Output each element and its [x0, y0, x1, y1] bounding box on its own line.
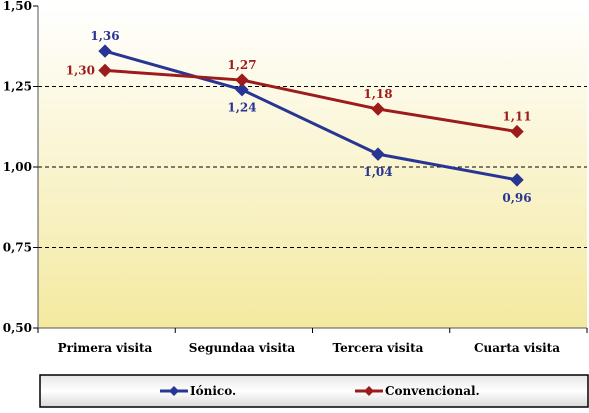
data-label: 0,96	[502, 191, 531, 205]
data-label: 1,04	[363, 165, 392, 179]
y-tick-label: 1,50	[3, 0, 32, 13]
x-axis-ticks: Primera visita Segundaa visita Tercera vis…	[37, 328, 588, 355]
y-tick-label: 0,50	[3, 321, 32, 335]
x-tick-label: Cuarta visita	[474, 341, 560, 355]
data-label: 1,24	[227, 101, 256, 115]
x-tick-label: Tercera visita	[333, 341, 424, 355]
data-point-marker	[98, 44, 112, 58]
legend-label: Convencional.	[385, 384, 480, 398]
series-layer: 1,36 1,24 1,04 0,96 1,30 1,27 1,18 1,11	[66, 29, 532, 205]
data-point-marker	[510, 173, 524, 187]
data-label: 1,36	[90, 29, 119, 43]
legend-swatch-marker	[364, 386, 374, 396]
y-tick-label: 1,25	[3, 80, 32, 94]
data-label: 1,11	[502, 110, 531, 124]
legend: Iónico. Convencional.	[39, 374, 589, 408]
data-label: 1,27	[227, 58, 256, 72]
legend-box	[39, 374, 589, 408]
data-point-marker	[98, 63, 112, 78]
data-label: 1,18	[363, 87, 392, 101]
series-line	[104, 49, 518, 182]
legend-swatch-marker	[169, 386, 179, 396]
data-point-marker	[510, 124, 524, 139]
data-label: 1,30	[66, 63, 95, 77]
x-tick-label: Segundaa visita	[189, 341, 296, 355]
data-point-marker	[235, 83, 249, 97]
y-tick-label: 1,00	[3, 160, 32, 174]
grid-lines	[38, 86, 587, 248]
data-point-marker	[371, 102, 385, 116]
y-axis-ticks: 0,50 0,75 1,00 1,25 1,50	[3, 0, 38, 335]
y-tick-label: 0,75	[3, 241, 32, 255]
data-point-marker	[371, 147, 385, 161]
legend-label: Iónico.	[190, 384, 236, 398]
series-line	[104, 68, 518, 134]
data-point-marker	[235, 73, 249, 87]
x-tick-label: Primera visita	[58, 341, 153, 355]
